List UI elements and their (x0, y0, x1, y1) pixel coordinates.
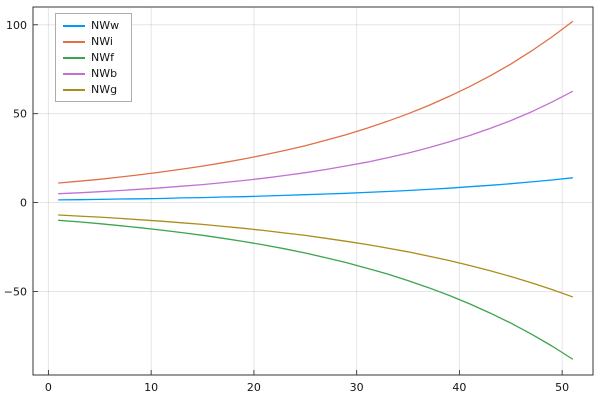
series-line-NWg (58, 214, 574, 298)
legend-label: NWw (91, 19, 120, 32)
x-tick-label: 20 (247, 381, 261, 394)
x-tick-label: 40 (452, 381, 466, 394)
legend-item: NWg (63, 83, 119, 96)
legend-line-swatch (63, 24, 85, 27)
legend-label: NWb (91, 67, 118, 80)
y-tick-label: −50 (4, 285, 27, 298)
x-tick-label: 50 (555, 381, 569, 394)
x-tick-label: 30 (350, 381, 364, 394)
legend-item: NWw (63, 19, 119, 32)
legend-item: NWb (63, 67, 119, 80)
plot-frame (32, 6, 594, 376)
y-tick-label: 100 (6, 19, 27, 32)
x-tick-label: 0 (45, 381, 52, 394)
legend-line-swatch (63, 40, 85, 43)
legend-item: NWi (63, 35, 119, 48)
legend: NWw NWi NWf NWb NWg (55, 13, 133, 102)
legend-label: NWi (91, 35, 113, 48)
legend-label: NWg (91, 83, 118, 96)
series-line-NWb (58, 90, 574, 195)
x-tick-label: 10 (144, 381, 158, 394)
legend-label: NWf (91, 51, 114, 64)
y-tick-label: 0 (20, 197, 27, 210)
legend-line-swatch (63, 88, 85, 91)
y-tick-label: 50 (13, 108, 27, 121)
series-line-NWf (58, 219, 574, 360)
legend-item: NWf (63, 51, 119, 64)
legend-line-swatch (63, 72, 85, 75)
legend-line-swatch (63, 56, 85, 59)
series-line-NWw (58, 177, 574, 201)
series-line-NWi (58, 20, 574, 184)
